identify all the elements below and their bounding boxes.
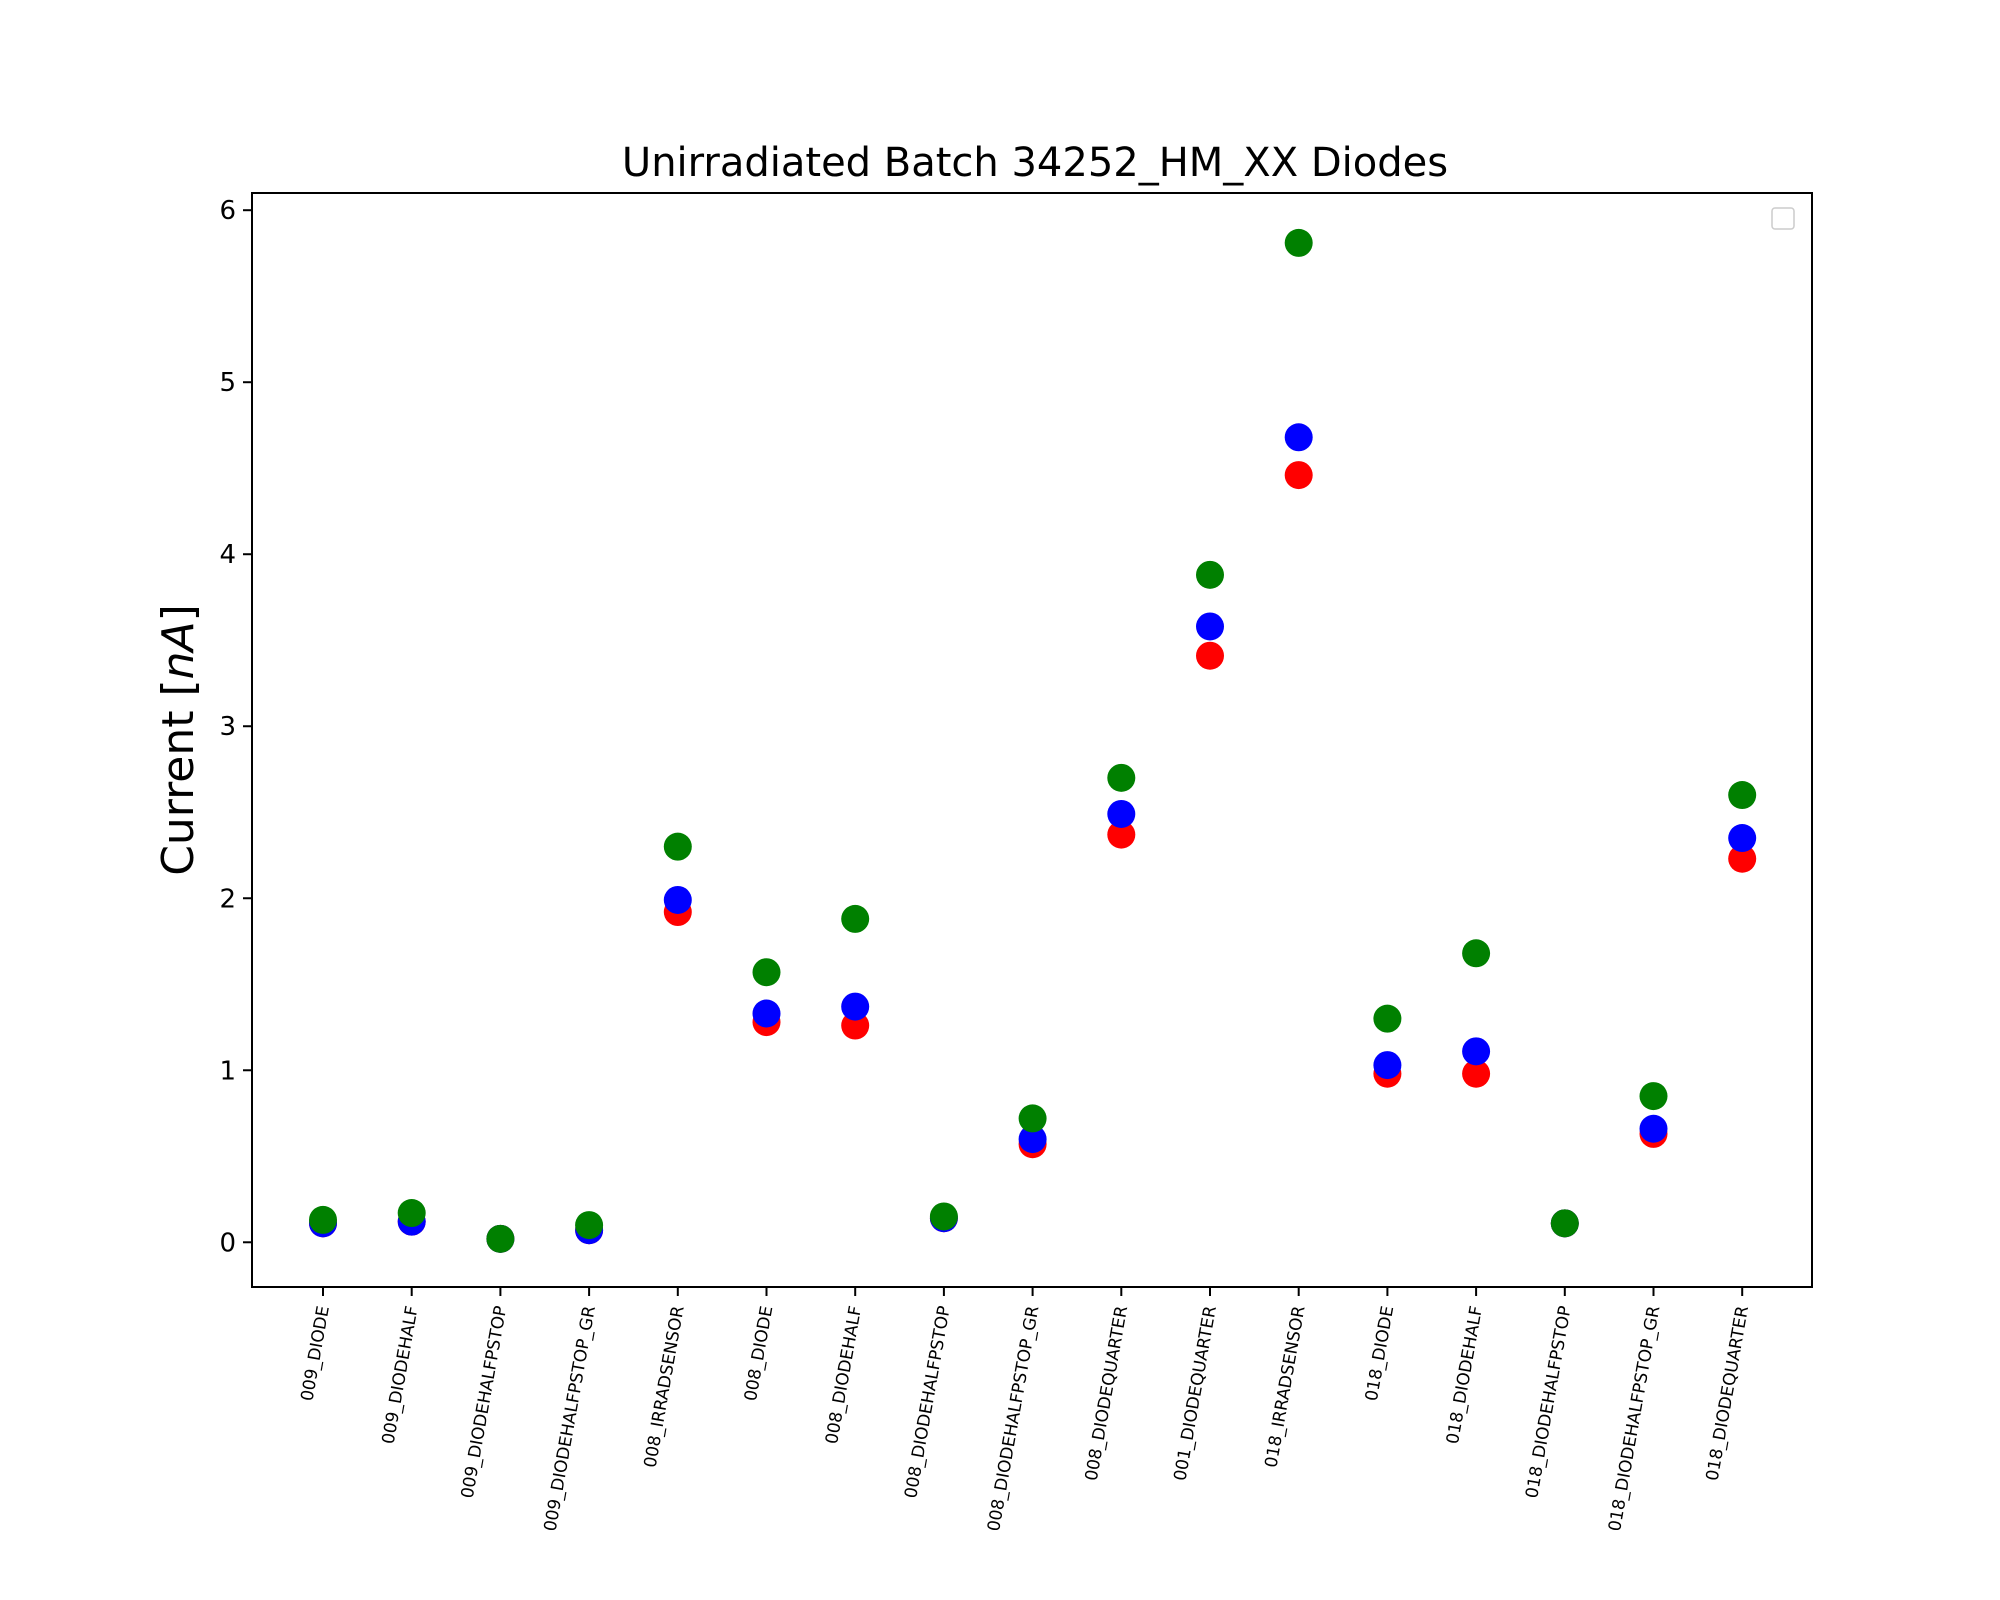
data-point [1373,1051,1402,1080]
y-axis-label-unit: nA [153,621,204,679]
x-tick-label: 008_DIODEQUARTER [1082,1304,1133,1482]
data-point [1284,461,1313,490]
data-point [575,1211,604,1240]
data-point [752,999,781,1028]
y-tick-label: 2 [219,884,236,914]
y-tick-label: 3 [219,712,236,742]
data-points [309,228,1757,1253]
data-point [1196,612,1224,641]
y-tick-label: 4 [219,540,236,570]
x-tick-label: 018_DIODEQUARTER [1703,1304,1754,1482]
x-tick-label: 018_DIODEHALF [1443,1304,1487,1445]
data-point [1107,799,1136,828]
y-tick-label: 5 [219,368,236,398]
data-point [1107,820,1136,849]
x-tick-label: 001_DIODEQUARTER [1170,1304,1221,1482]
data-point [1018,1104,1047,1133]
y-tick-label: 0 [219,1228,236,1258]
data-point [841,904,870,933]
data-point [309,1205,337,1234]
x-tick-label: 018_DIODE [1362,1304,1398,1402]
data-point [1639,1082,1668,1111]
x-tick-label: 009_DIODE [298,1304,334,1402]
data-point [1196,641,1224,670]
data-point [841,992,870,1021]
x-tick-label: 008_DIODEHALFPSTOP [901,1304,955,1500]
x-tick-label: 008_DIODE [741,1304,777,1402]
data-point [486,1224,515,1253]
data-point [1639,1114,1668,1143]
chart-title: Unirradiated Batch 34252_HM_XX Diodes [622,140,1448,186]
data-point [397,1199,426,1228]
data-point [1550,1209,1579,1238]
x-tick-label: 009_DIODEHALF [379,1304,423,1445]
y-axis-label-close: ] [153,604,204,621]
data-point [1373,1004,1402,1033]
data-point [752,958,781,987]
data-point [929,1202,958,1231]
x-tick-label: 009_DIODEHALFPSTOP_GR [541,1304,600,1533]
legend-box [1771,207,1795,230]
plot-area-frame [251,192,1813,1288]
x-axis-ticks: 009_DIODE 009_DIODEHALF 009_DIODEHALFPSTOP… [298,1287,1754,1533]
x-tick-label: 018_DIODEHALFPSTOP_GR [1605,1304,1664,1533]
data-point [663,832,692,861]
x-tick-label: 008_IRRADSENSOR [641,1304,689,1469]
y-axis-ticks: 0 1 2 3 4 5 6 [219,196,252,1258]
x-tick-label: 018_DIODEHALFPSTOP [1522,1304,1576,1500]
data-point [1462,1037,1491,1066]
y-tick-label: 6 [219,196,236,226]
y-tick-label: 1 [219,1056,236,1086]
data-point [1196,560,1224,589]
data-point [1284,423,1313,452]
data-point [1462,1059,1491,1088]
data-point [1462,939,1491,968]
data-point [663,885,692,914]
x-tick-label: 008_DIODEHALFPSTOP_GR [984,1304,1043,1533]
data-point [1728,781,1757,810]
data-point [1018,1125,1047,1154]
data-point [1728,844,1757,873]
x-tick-label: 009_DIODEHALFPSTOP [458,1304,512,1500]
y-axis-label-text: Current [ [153,679,204,875]
y-axis-label: Current [nA] [153,604,204,876]
x-tick-label: 018_IRRADSENSOR [1261,1304,1309,1469]
x-tick-label: 008_DIODEHALF [822,1304,866,1445]
data-point [1284,228,1313,257]
data-point [1728,824,1757,853]
data-point [1107,763,1136,792]
